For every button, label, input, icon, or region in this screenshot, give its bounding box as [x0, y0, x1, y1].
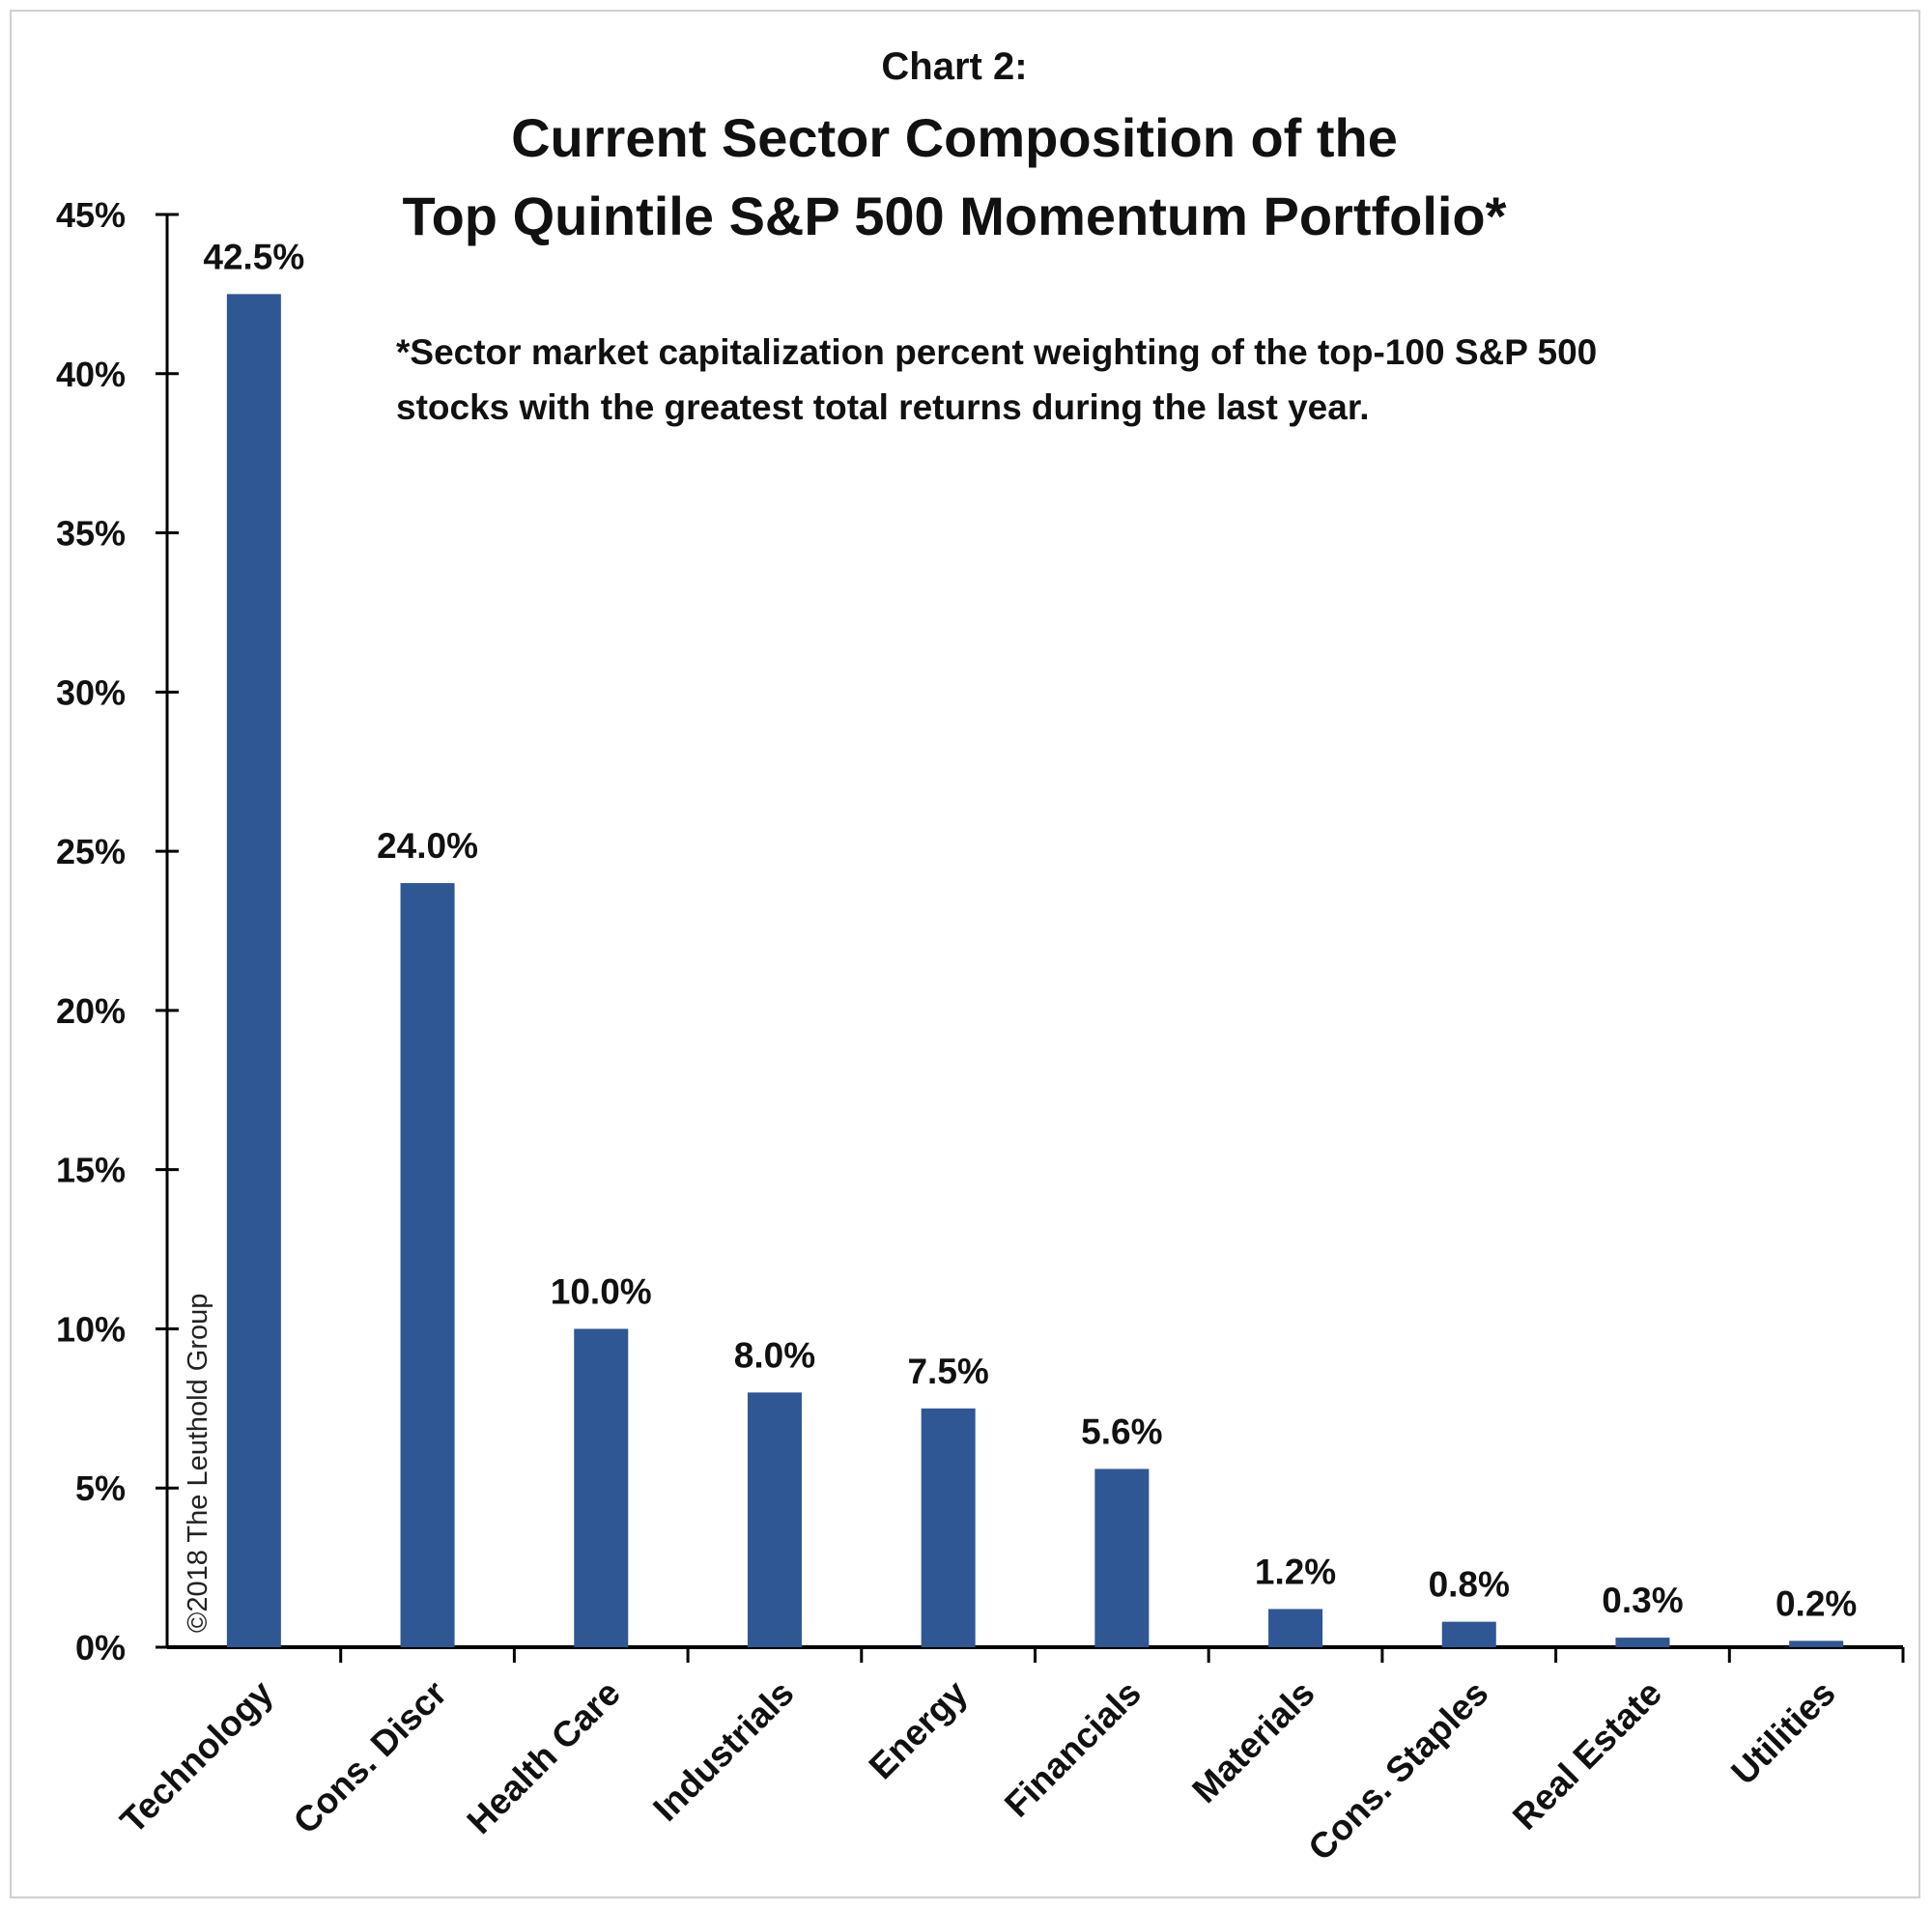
bar — [1268, 1609, 1323, 1647]
y-tick-label: 40% — [56, 355, 126, 394]
category-label: Cons. Staples — [1300, 1673, 1495, 1868]
data-label: 1.2% — [1255, 1552, 1336, 1591]
y-tick-label: 35% — [56, 514, 126, 554]
y-tick-label: 25% — [56, 832, 126, 871]
bar — [400, 883, 455, 1647]
footnote-line-2: stocks with the greatest total returns d… — [396, 387, 1369, 427]
bar — [1441, 1621, 1496, 1647]
y-tick-label: 0% — [75, 1628, 126, 1668]
category-label: Health Care — [460, 1673, 628, 1841]
data-label: 0.3% — [1602, 1581, 1683, 1620]
category-label: Industrials — [645, 1673, 801, 1829]
y-tick-label: 10% — [56, 1309, 126, 1349]
chart-title-line-1: Current Sector Composition of the — [511, 107, 1398, 168]
category-label: Utilities — [1723, 1673, 1842, 1792]
category-label: Technology — [113, 1672, 281, 1840]
y-tick-label: 5% — [75, 1468, 126, 1508]
y-tick-label: 20% — [56, 991, 126, 1031]
data-label: 0.2% — [1776, 1583, 1857, 1623]
data-label: 7.5% — [907, 1352, 988, 1391]
data-label: 10.0% — [551, 1271, 652, 1311]
plot-area: 0% 5% 10% 15% 20% 25% 30% 35% 40% 45% 42.5% Technol… — [56, 195, 1905, 1868]
category-label: Cons. Discr — [286, 1673, 454, 1841]
y-tick-label: 45% — [56, 195, 126, 235]
category-label: Energy — [862, 1672, 976, 1786]
bar — [1615, 1638, 1670, 1647]
chart-title-line-2: Top Quintile S&P 500 Momentum Portfolio* — [403, 185, 1507, 246]
category-label: Materials — [1184, 1673, 1321, 1810]
data-label: 5.6% — [1081, 1411, 1162, 1451]
bar — [226, 294, 281, 1647]
bar — [921, 1408, 976, 1647]
bar — [1789, 1640, 1844, 1647]
category-label: Real Estate — [1505, 1673, 1669, 1838]
y-tick-label: 30% — [56, 672, 126, 712]
footnote-line-1: *Sector market capitalization percent we… — [396, 332, 1597, 372]
data-label: 0.8% — [1429, 1565, 1510, 1605]
bar — [574, 1328, 629, 1647]
data-label: 24.0% — [377, 826, 478, 866]
y-tick-label: 15% — [56, 1151, 126, 1190]
bar — [1094, 1468, 1150, 1647]
data-label: 8.0% — [734, 1335, 815, 1375]
data-label: 42.5% — [203, 237, 304, 276]
bar — [747, 1392, 802, 1647]
chart-label: Chart 2: — [881, 45, 1027, 88]
category-label: Financials — [997, 1673, 1149, 1825]
copyright-watermark: ©2018 The Leuthold Group — [183, 1294, 213, 1633]
